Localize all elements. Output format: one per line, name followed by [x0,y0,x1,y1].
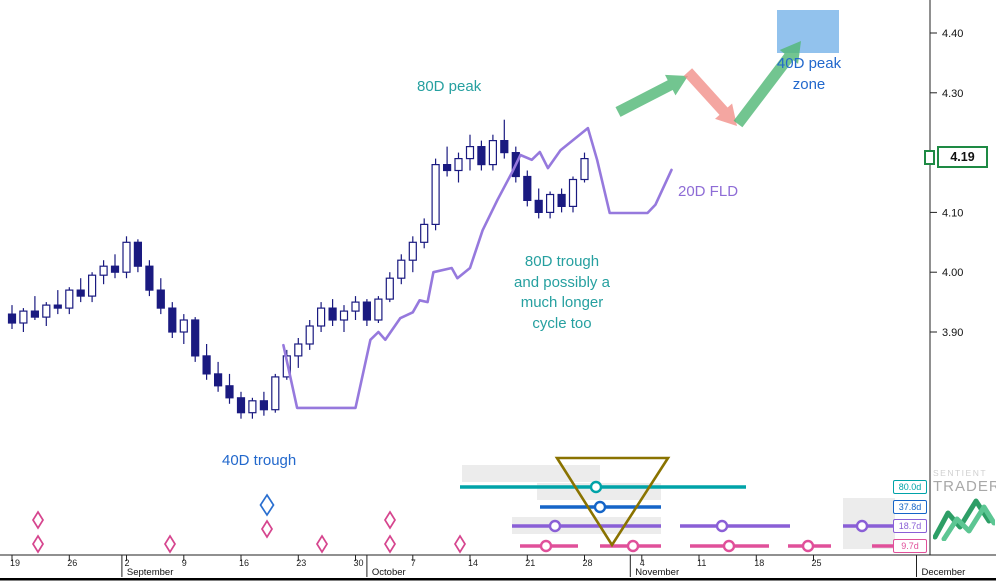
svg-text:21: 21 [525,558,535,568]
annotation-40d-trough: 40D trough [222,452,297,469]
annotation-40d-peak-zone: 40D peak zone [776,55,842,93]
svg-text:4.40: 4.40 [942,28,963,40]
projection [615,10,839,128]
svg-text:4.00: 4.00 [942,267,963,279]
cycle-triangle [554,456,671,548]
cycle-label-18d[interactable]: 18.7d [893,519,927,533]
annotation-20d-fld: 20D FLD [678,183,739,200]
svg-text:30: 30 [354,558,364,568]
svg-text:4.10: 4.10 [942,207,963,219]
svg-text:19: 19 [10,558,20,568]
cycle-label-37d[interactable]: 37.8d [893,500,927,514]
svg-text:4.30: 4.30 [942,88,963,100]
svg-text:October: October [372,567,406,578]
cycle-label-9d[interactable]: 9.7d [893,539,927,553]
svg-text:7: 7 [411,558,416,568]
svg-text:11: 11 [697,558,706,568]
svg-text:26: 26 [67,558,77,568]
svg-text:November: November [635,567,679,578]
svg-text:4: 4 [640,558,645,568]
annotation-80d-peak: 80D peak [417,78,482,95]
svg-text:23: 23 [296,558,306,568]
candlesticks [7,119,589,419]
fld-line [282,126,673,410]
svg-text:14: 14 [468,558,478,568]
current-price-axis-marker [924,150,935,165]
svg-text:16: 16 [239,558,249,568]
sentient-trader-logo: SENTIENT TRADER [933,468,996,546]
cycle-indicator-rows [460,480,897,553]
cycle-label-80d[interactable]: 80.0d [893,480,927,494]
logo-zigzag-icon [933,498,996,542]
svg-text:December: December [922,567,966,578]
logo-text-trader: TRADER [933,478,996,495]
current-price-label: 4.19 [937,146,988,168]
cycle-trough-diamonds [31,493,467,554]
cycle-shaded-bands [462,465,895,549]
svg-text:2: 2 [125,558,130,568]
svg-text:28: 28 [583,558,593,568]
svg-text:3.90: 3.90 [942,327,963,339]
svg-text:September: September [127,567,173,578]
annotation-80d-trough: 80D trough and possibly a much longer cy… [514,253,610,333]
svg-text:18: 18 [754,558,764,568]
logo-text-sentient: SENTIENT [933,468,988,478]
svg-text:25: 25 [812,558,822,568]
svg-text:9: 9 [182,558,187,568]
